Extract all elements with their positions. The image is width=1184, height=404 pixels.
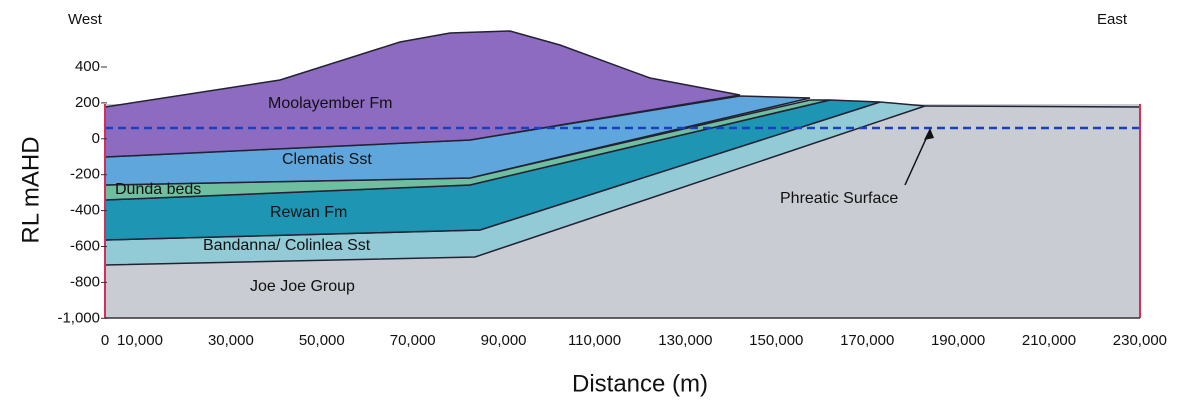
annotation-label: Phreatic Surface (780, 190, 898, 207)
west-label: West (68, 11, 103, 28)
layer-label: Joe Joe Group (250, 278, 355, 295)
x-tick-label: 50,000 (299, 332, 345, 349)
east-label: East (1097, 11, 1128, 28)
x-tick-label: 190,000 (931, 332, 985, 349)
x-tick-label: 10,000 (117, 332, 163, 349)
x-tick-label: 70,000 (390, 332, 436, 349)
layer-label: Moolayember Fm (268, 95, 392, 112)
x-tick-label: 210,000 (1022, 332, 1076, 349)
y-tick-label: -200 (70, 166, 100, 183)
x-tick-label: 170,000 (840, 332, 894, 349)
y-tick-label: -600 (70, 237, 100, 254)
cross-section: West East RL mAHD Distance (m) Moolayemb… (0, 0, 1184, 404)
x-tick-label: 90,000 (481, 332, 527, 349)
y-tick-label: -1,000 (57, 309, 100, 326)
y-axis-title: RL mAHD (17, 136, 44, 243)
x-axis-title: Distance (m) (572, 370, 708, 397)
x-tick-label: 0 (101, 332, 109, 349)
x-tick-label: 150,000 (749, 332, 803, 349)
x-tick-label: 30,000 (208, 332, 254, 349)
x-tick-label: 230,000 (1113, 332, 1167, 349)
x-tick-label: 130,000 (658, 332, 712, 349)
layer-label: Dunda beds (115, 181, 201, 198)
x-tick-label: 110,000 (568, 332, 621, 349)
y-tick-label: 200 (75, 94, 100, 111)
layer-label: Rewan Fm (270, 204, 347, 221)
y-tick-label: -800 (70, 273, 100, 290)
y-tick-label: 400 (75, 58, 100, 75)
y-tick-label: -400 (70, 202, 100, 219)
y-tick-label: 0 (92, 130, 100, 147)
layer-label: Clematis Sst (282, 151, 372, 168)
ground-surface (925, 106, 1140, 107)
layer-label: Bandanna/ Colinlea Sst (203, 237, 371, 254)
